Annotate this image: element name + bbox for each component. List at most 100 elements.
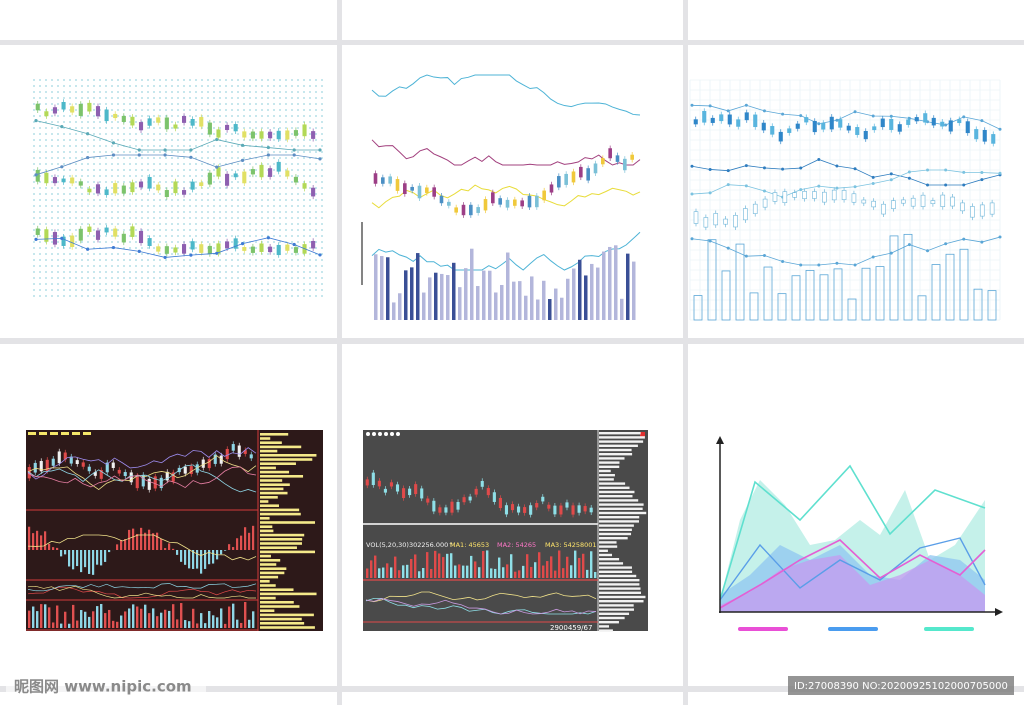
dot [267, 127, 269, 129]
dot [141, 277, 143, 279]
line-point [318, 148, 322, 152]
candle-body [420, 488, 424, 499]
candle-body [70, 235, 75, 248]
dot [255, 169, 257, 171]
dot [171, 247, 173, 249]
dot [153, 151, 155, 153]
dot [183, 199, 185, 201]
depth-bar [599, 461, 620, 464]
candle-body [153, 476, 157, 489]
macd-bar [56, 547, 59, 550]
dot [87, 271, 89, 273]
candle-body [95, 106, 101, 117]
volume-bar [590, 263, 594, 320]
dot [57, 289, 59, 291]
dot [129, 151, 131, 153]
dot [165, 223, 167, 225]
volume-bar [626, 253, 630, 320]
dot [243, 187, 245, 189]
header-mark [61, 432, 69, 435]
dot [315, 187, 317, 189]
dot [225, 133, 227, 135]
dot [183, 91, 185, 93]
dot [111, 127, 113, 129]
dot [183, 259, 185, 261]
dot [165, 169, 167, 171]
dot [93, 223, 95, 225]
line-point [60, 165, 64, 169]
macd-bar [192, 550, 195, 569]
depth-bar [260, 458, 313, 461]
dot [171, 205, 173, 207]
dot [273, 91, 275, 93]
volume-bar [418, 571, 421, 578]
dot [321, 277, 323, 279]
dot [63, 229, 65, 231]
dot [51, 229, 53, 231]
dot [291, 121, 293, 123]
candle-body [838, 119, 843, 128]
dot [303, 235, 305, 237]
dot [315, 283, 317, 285]
dot [261, 295, 263, 297]
dot [105, 235, 107, 237]
dot [45, 259, 47, 261]
dot [267, 151, 269, 153]
candle-body [535, 195, 539, 208]
volume-bar [124, 611, 127, 628]
dot [303, 109, 305, 111]
dot [87, 115, 89, 117]
line-point [926, 249, 930, 253]
volume-bar [558, 550, 561, 578]
candle-body [872, 126, 877, 131]
dot [123, 205, 125, 207]
volume-bar [903, 233, 913, 321]
macd-bar [204, 550, 207, 569]
dot [315, 211, 317, 213]
dot [135, 229, 137, 231]
dot [123, 103, 125, 105]
dot [189, 205, 191, 207]
dot [123, 127, 125, 129]
dot [39, 163, 41, 165]
dot [39, 241, 41, 243]
dot [225, 253, 227, 255]
dot [117, 91, 119, 93]
dot [285, 187, 287, 189]
dot [69, 277, 71, 279]
dot [285, 193, 287, 195]
dot [135, 85, 137, 87]
line-point [907, 176, 911, 180]
dot [93, 91, 95, 93]
dot [51, 277, 53, 279]
dot [135, 103, 137, 105]
dot [81, 79, 83, 81]
dot [171, 241, 173, 243]
dot [123, 289, 125, 291]
dot [207, 271, 209, 273]
dot [243, 283, 245, 285]
candle-body [123, 472, 127, 477]
dot [81, 91, 83, 93]
dot [177, 235, 179, 237]
dot [57, 241, 59, 243]
candle-body [486, 488, 490, 496]
dot [93, 115, 95, 117]
line-point [781, 167, 785, 171]
dot [123, 157, 125, 159]
dot [261, 85, 263, 87]
dot [153, 223, 155, 225]
dot [273, 193, 275, 195]
dot [219, 181, 221, 183]
line-point [944, 242, 948, 246]
dot [231, 235, 233, 237]
dot [315, 109, 317, 111]
dot [51, 163, 53, 165]
dot [279, 79, 281, 81]
dot [315, 205, 317, 207]
dot [39, 205, 41, 207]
dot [165, 295, 167, 297]
dot [183, 133, 185, 135]
dot [69, 121, 71, 123]
legend-swatch [924, 627, 974, 631]
